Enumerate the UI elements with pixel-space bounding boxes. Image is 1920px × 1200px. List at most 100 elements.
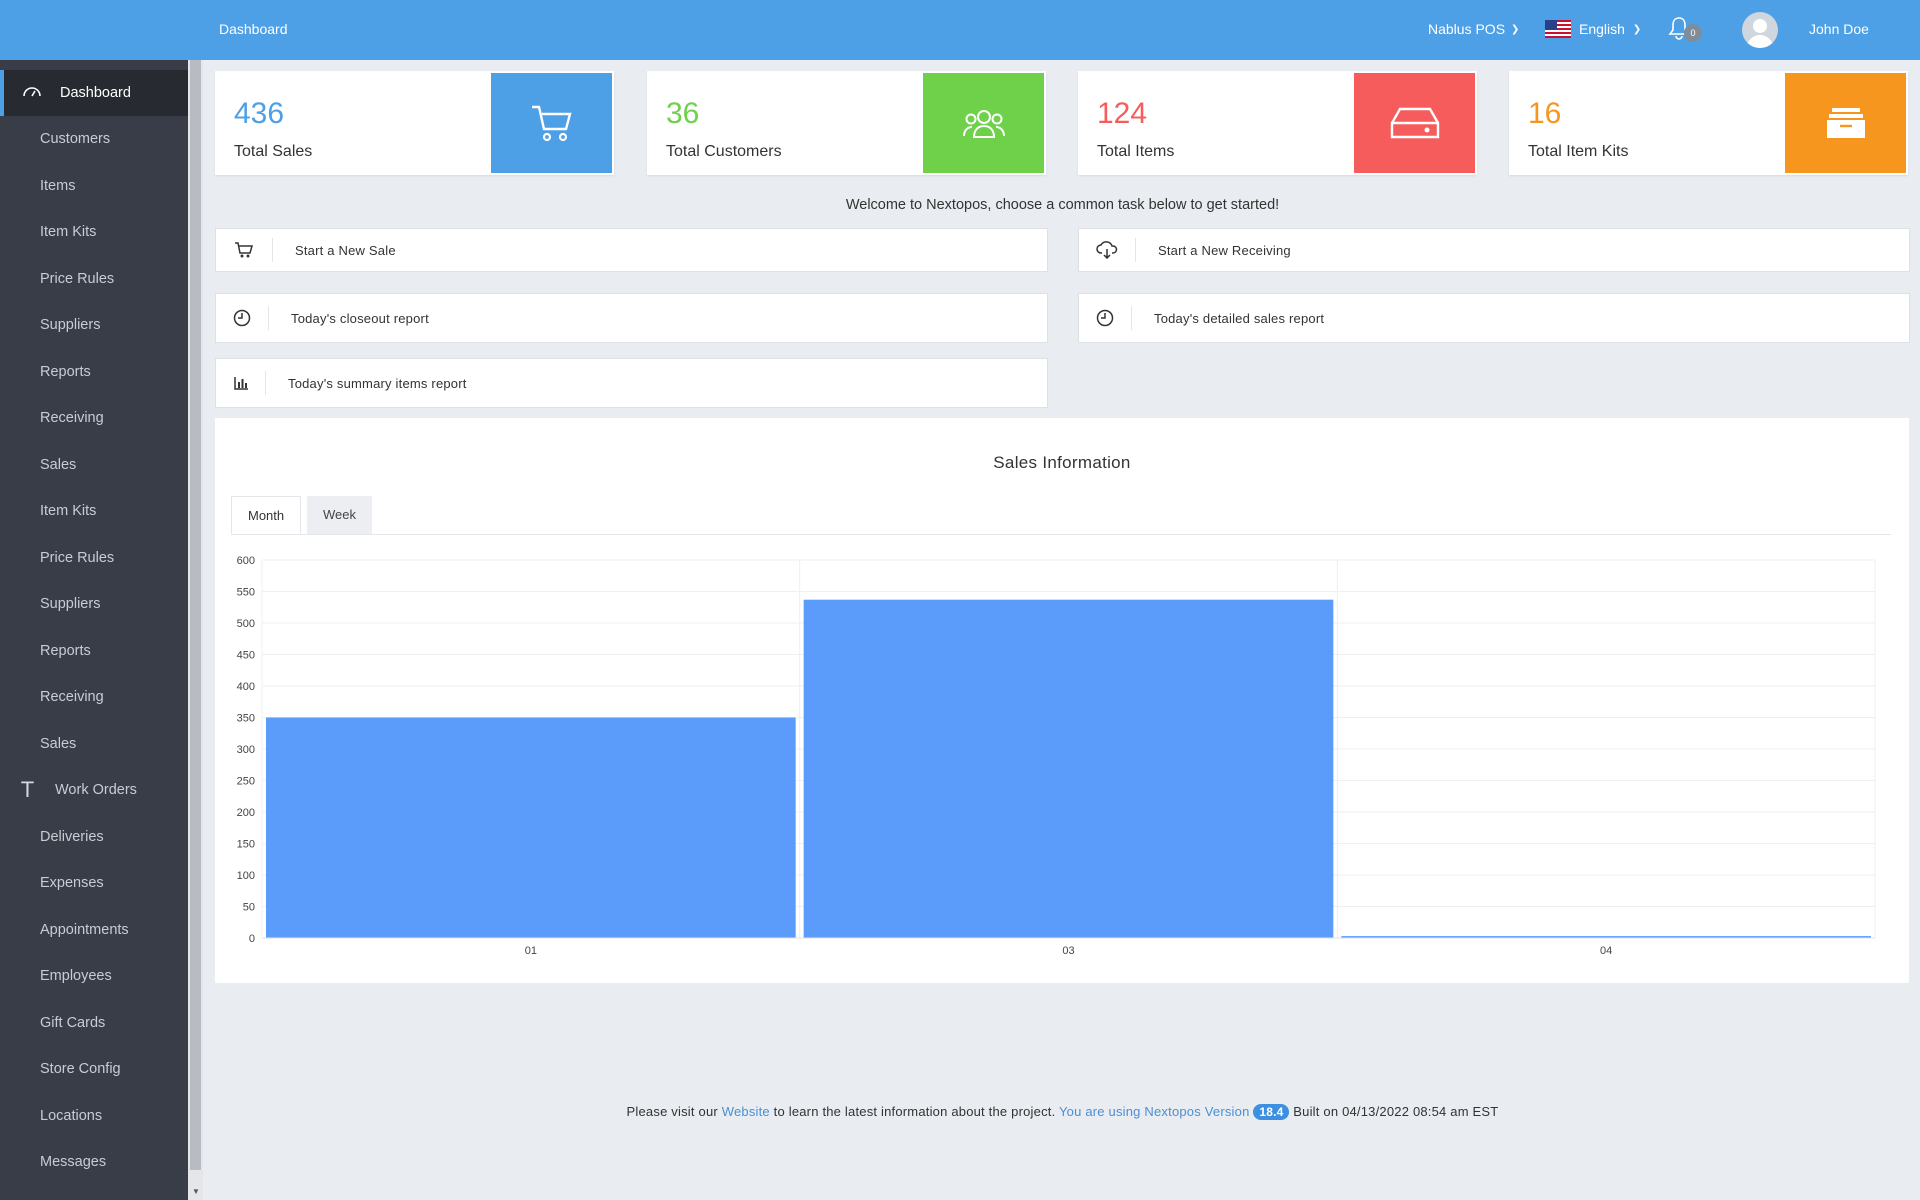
footer-text: Please visit our (626, 1104, 718, 1119)
cart-icon (491, 73, 612, 173)
cloud-download-icon (1079, 238, 1136, 262)
store-selector[interactable]: Nablus POS ❯ (1428, 21, 1519, 37)
task-label: Today's summary items report (288, 375, 467, 391)
chevron-down-icon: ❯ (1632, 23, 1642, 35)
stat-value: 16 (1528, 97, 1562, 130)
stat-card-total-sales[interactable]: 436 Total Sales (215, 71, 614, 175)
sales-period-tabs: Month Week (231, 496, 1891, 535)
task-label: Start a New Receiving (1158, 242, 1291, 258)
y-tick-label: 550 (237, 587, 255, 599)
sidebar-item-reports[interactable]: Reports (40, 642, 91, 659)
sidebar-scrollbar[interactable]: ▼ (188, 60, 203, 1200)
sidebar-item-price-rules[interactable]: Price Rules (40, 549, 115, 566)
sidebar-item-price-rules[interactable]: Price Rules (40, 270, 115, 287)
stat-card-total-item-kits[interactable]: 16 Total Item Kits (1509, 71, 1908, 175)
sidebar-item-reports[interactable]: Reports (40, 363, 91, 380)
top-bar: Dashboard Nablus POS ❯ English ❯ 0 John … (0, 0, 1920, 60)
sidebar-item-receiving[interactable]: Receiving (40, 689, 104, 706)
clock-icon (1079, 306, 1132, 330)
sidebar-item-suppliers[interactable]: Suppliers (40, 317, 101, 334)
inbox-icon (1785, 73, 1906, 173)
stat-label: Total Item Kits (1528, 143, 1629, 160)
welcome-message: Welcome to Nextopos, choose a common tas… (845, 197, 1280, 213)
y-tick-label: 0 (249, 933, 255, 945)
sidebar-item-locations[interactable]: Locations (40, 1107, 103, 1124)
stat-label: Total Sales (234, 143, 313, 160)
y-tick-label: 250 (237, 776, 255, 788)
sidebar-item-messages[interactable]: Messages (40, 1154, 107, 1171)
y-tick-label: 200 (237, 807, 255, 819)
sidebar-item-sales[interactable]: Sales (40, 735, 77, 752)
todays-detailed-sales-report-button[interactable]: Today's detailed sales report (1078, 293, 1910, 343)
todays-closeout-report-button[interactable]: Today's closeout report (215, 293, 1048, 343)
user-name[interactable]: John Doe (1809, 21, 1869, 37)
sidebar-item-expenses[interactable]: Expenses (40, 875, 104, 892)
sales-information-panel: Sales Information Month Week 0 50 100 150 20… (215, 418, 1909, 983)
bar-03 (803, 599, 1334, 938)
y-tick-label: 100 (237, 870, 255, 882)
chevron-down-icon: ❯ (1511, 23, 1520, 35)
sidebar-item-item-kits[interactable]: Item Kits (40, 224, 97, 241)
x-tick-label: 03 (1062, 945, 1074, 957)
stat-value: 124 (1097, 97, 1148, 130)
y-tick-label: 600 (237, 555, 255, 567)
sidebar-item-store-config[interactable]: Store Config (40, 1061, 121, 1078)
version-badge: 18.4 (1253, 1104, 1290, 1120)
start-new-receiving-button[interactable]: Start a New Receiving (1078, 228, 1910, 272)
stat-label: Total Items (1097, 143, 1175, 160)
stat-card-total-customers[interactable]: 36 Total Customers (647, 71, 1046, 175)
sidebar-item-label: Work Orders (55, 782, 137, 799)
users-icon (923, 73, 1044, 173)
y-tick-label: 500 (237, 618, 255, 630)
sidebar-item-work-orders[interactable]: T Work Orders (0, 767, 188, 814)
sidebar-item-employees[interactable]: Employees (40, 968, 112, 985)
sidebar-item-deliveries[interactable]: Deliveries (40, 828, 104, 845)
footer: Please visit our Website to learn the la… (215, 1104, 1910, 1120)
sidebar-item-items[interactable]: Items (40, 177, 76, 194)
sidebar-item-item-kits[interactable]: Item Kits (40, 503, 97, 520)
version-text: You are using Nextopos Version (1058, 1104, 1250, 1119)
stat-value: 436 (234, 97, 285, 130)
store-name: Nablus POS (1428, 21, 1506, 37)
y-tick-label: 350 (237, 713, 255, 725)
footer-text: to learn the latest information about th… (773, 1104, 1056, 1119)
build-date: Built on 04/13/2022 08:54 am EST (1293, 1104, 1499, 1119)
x-tick-label: 04 (1600, 945, 1612, 957)
stat-label: Total Customers (666, 143, 782, 160)
bell-icon[interactable] (1668, 16, 1694, 42)
breadcrumb[interactable]: Dashboard (219, 21, 288, 37)
sidebar-item-customers[interactable]: Customers (40, 131, 111, 148)
sidebar-item-appointments[interactable]: Appointments (40, 921, 129, 938)
task-label: Today's closeout report (291, 310, 429, 326)
scroll-down-arrow-icon[interactable]: ▼ (192, 1187, 200, 1196)
scrollbar-thumb[interactable] (190, 60, 201, 1170)
sidebar-item-gift-cards[interactable]: Gift Cards (40, 1014, 106, 1031)
sidebar-item-dashboard[interactable]: Dashboard (0, 70, 188, 116)
y-tick-label: 400 (237, 681, 255, 693)
x-tick-label: 01 (525, 945, 537, 957)
sales-bar-chart: 0 50 100 150 200 250 300 350 400 450 500 550 600 01 03… (237, 555, 1876, 957)
y-tick-label: 50 (243, 902, 255, 914)
avatar[interactable] (1742, 12, 1778, 48)
notification-badge: 0 (1684, 24, 1702, 42)
task-label: Start a New Sale (295, 242, 396, 258)
cart-icon (216, 238, 273, 262)
stat-value: 36 (666, 97, 700, 130)
stat-card-total-items[interactable]: 124 Total Items (1078, 71, 1477, 175)
bar-01 (266, 717, 796, 938)
sidebar-item-sales[interactable]: Sales (40, 456, 77, 473)
y-tick-label: 150 (237, 839, 255, 851)
sidebar-item-suppliers[interactable]: Suppliers (40, 596, 101, 613)
todays-summary-items-report-button[interactable]: Today's summary items report (215, 358, 1048, 408)
start-new-sale-button[interactable]: Start a New Sale (215, 228, 1048, 272)
tab-month[interactable]: Month (231, 496, 302, 534)
website-link[interactable]: Website (721, 1104, 770, 1119)
sidebar-item-receiving[interactable]: Receiving (40, 410, 104, 427)
bar-04 (1341, 936, 1871, 938)
dashboard-icon (4, 84, 60, 103)
task-label: Today's detailed sales report (1154, 310, 1325, 326)
tab-week[interactable]: Week (307, 496, 372, 534)
sidebar-item-label: Dashboard (60, 85, 131, 101)
sidebar: Dashboard Customers Items Item Kits Pric… (0, 60, 188, 1200)
language-selector[interactable]: English ❯ (1545, 20, 1641, 38)
